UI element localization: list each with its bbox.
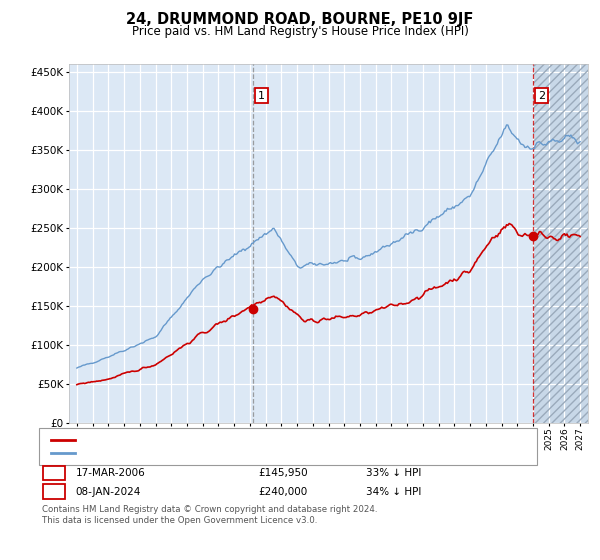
Text: HPI: Average price, detached house, South Kesteven: HPI: Average price, detached house, Sout… [81,449,343,459]
Text: 1: 1 [50,468,57,478]
Text: Contains HM Land Registry data © Crown copyright and database right 2024.
This d: Contains HM Land Registry data © Crown c… [42,505,377,525]
Text: 2: 2 [50,487,57,497]
Text: £145,950: £145,950 [258,468,308,478]
Text: 08-JAN-2024: 08-JAN-2024 [76,487,141,497]
Text: Price paid vs. HM Land Registry's House Price Index (HPI): Price paid vs. HM Land Registry's House … [131,25,469,38]
Text: 17-MAR-2006: 17-MAR-2006 [76,468,145,478]
Text: £240,000: £240,000 [258,487,307,497]
Text: 24, DRUMMOND ROAD, BOURNE, PE10 9JF: 24, DRUMMOND ROAD, BOURNE, PE10 9JF [127,12,473,27]
Text: 1: 1 [258,91,265,101]
Bar [533,64,588,423]
Text: 33% ↓ HPI: 33% ↓ HPI [366,468,421,478]
Text: 2: 2 [538,91,545,101]
Text: 34% ↓ HPI: 34% ↓ HPI [366,487,421,497]
Text: 24, DRUMMOND ROAD, BOURNE, PE10 9JF (detached house): 24, DRUMMOND ROAD, BOURNE, PE10 9JF (det… [81,435,383,445]
